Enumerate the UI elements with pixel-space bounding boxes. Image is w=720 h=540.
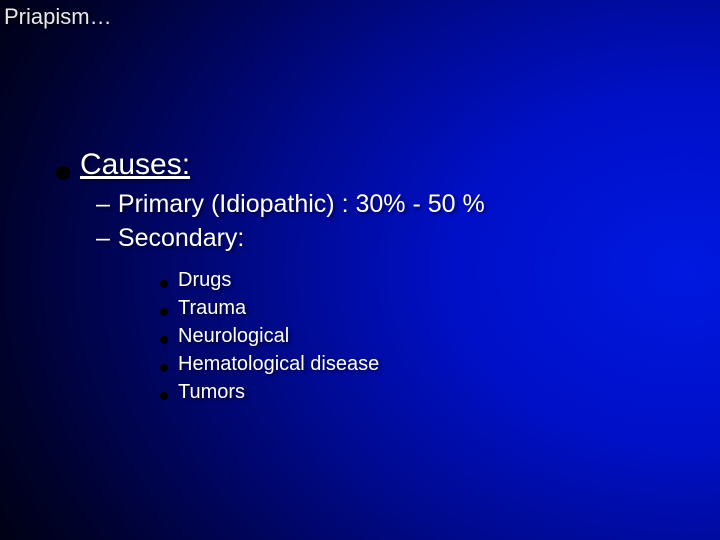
heading-text: Causes:: [80, 148, 190, 182]
sub-text: Secondary:: [118, 222, 244, 256]
list-item: – Primary (Idiopathic) : 30% - 50 %: [96, 188, 700, 222]
detail-list: Drugs Trauma Neurological Hematological …: [160, 266, 700, 406]
bullet-icon: [160, 336, 168, 344]
slide-title: Priapism…: [4, 4, 112, 30]
bullet-icon: [160, 364, 168, 372]
slide-body: Causes: – Primary (Idiopathic) : 30% - 5…: [56, 148, 700, 406]
dash-icon: –: [96, 222, 110, 256]
heading-row: Causes:: [56, 148, 700, 182]
list-item: Tumors: [160, 378, 700, 406]
detail-text: Trauma: [178, 294, 246, 322]
dash-icon: –: [96, 188, 110, 222]
detail-text: Tumors: [178, 378, 245, 406]
list-item: Neurological: [160, 322, 700, 350]
detail-text: Hematological disease: [178, 350, 379, 378]
list-item: Drugs: [160, 266, 700, 294]
list-item: – Secondary:: [96, 222, 700, 256]
detail-text: Drugs: [178, 266, 231, 294]
subheading-list: – Primary (Idiopathic) : 30% - 50 % – Se…: [96, 188, 700, 256]
bullet-icon: [160, 392, 168, 400]
list-item: Trauma: [160, 294, 700, 322]
bullet-icon: [160, 308, 168, 316]
list-item: Hematological disease: [160, 350, 700, 378]
sub-text: Primary (Idiopathic) : 30% - 50 %: [118, 188, 485, 222]
bullet-icon: [56, 166, 70, 180]
bullet-icon: [160, 280, 168, 288]
detail-text: Neurological: [178, 322, 289, 350]
